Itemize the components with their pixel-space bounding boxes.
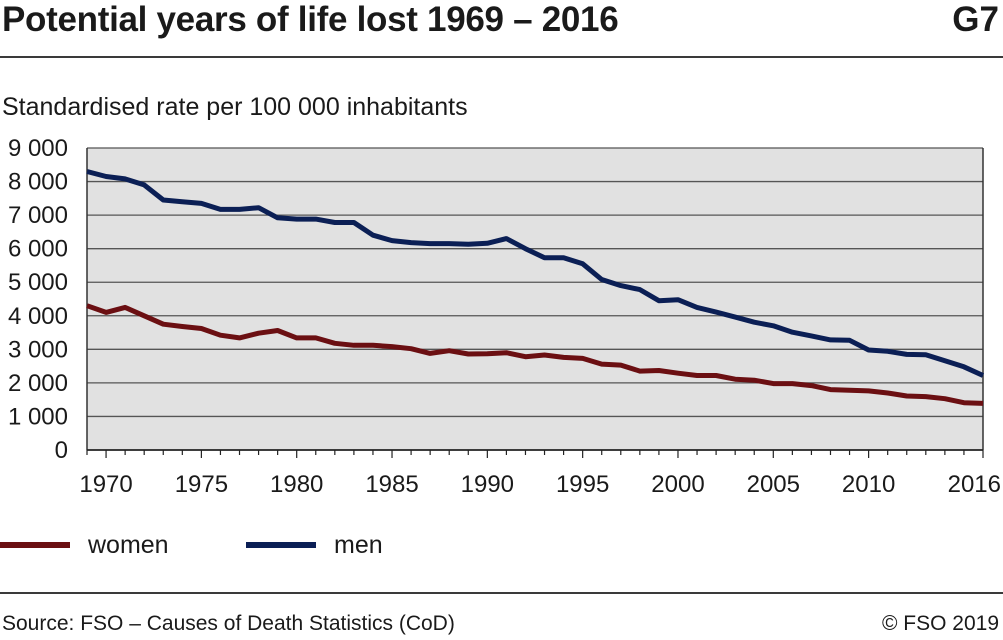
top-rule (0, 56, 1003, 58)
y-tick-label: 2 000 (8, 370, 68, 397)
y-tick-label: 5 000 (8, 269, 68, 296)
source-note: Source: FSO – Causes of Death Statistics… (2, 612, 455, 635)
chart-title: Potential years of life lost 1969 – 2016 (2, 0, 619, 39)
legend-item-women: women (0, 527, 169, 563)
y-tick-label: 3 000 (8, 336, 68, 363)
x-tick-label: 1990 (461, 471, 514, 498)
legend-item-men: men (246, 527, 383, 563)
x-tick-label: 1985 (365, 471, 418, 498)
y-axis-subtitle: Standardised rate per 100 000 inhabitant… (2, 93, 468, 121)
x-tick-label: 2016 (948, 471, 1001, 498)
x-tick-label: 1970 (79, 471, 132, 498)
legend-label-men: men (334, 530, 383, 559)
line-chart: 0 1 000 2 000 3 000 4 000 5 000 6 000 7 000 8 00… (8, 135, 1001, 498)
y-tick-label: 7 000 (8, 202, 68, 229)
y-tick-label: 9 000 (8, 135, 68, 162)
bottom-rule (0, 592, 1003, 594)
x-tick-label: 2000 (651, 471, 704, 498)
x-tick-label: 2010 (842, 471, 895, 498)
y-tick-label: 8 000 (8, 169, 68, 196)
y-axis-ticks: 0 1 000 2 000 3 000 4 000 5 000 6 000 7 000 8 00… (8, 135, 68, 464)
y-tick-label: 6 000 (8, 236, 68, 263)
chart-id: G7 (952, 0, 999, 39)
legend: women men (0, 527, 600, 563)
y-tick-label: 4 000 (8, 303, 68, 330)
x-axis-ticks: 1970 1975 1980 1985 1990 1995 2000 2005 2010 2016 (79, 450, 1001, 498)
y-tick-label: 0 (55, 437, 68, 464)
y-tick-label: 1 000 (8, 403, 68, 430)
series-lines (86, 169, 985, 406)
legend-label-women: women (88, 530, 169, 559)
x-tick-label: 1995 (556, 471, 609, 498)
gridlines (86, 147, 984, 451)
series-line-men (86, 169, 985, 378)
plot-area (87, 148, 983, 450)
x-tick-label: 1980 (270, 471, 323, 498)
copyright-note: © FSO 2019 (881, 612, 999, 635)
x-tick-label: 2005 (747, 471, 800, 498)
series-line-women (86, 303, 984, 406)
legend-swatch-men (246, 542, 316, 548)
legend-swatch-women (0, 542, 70, 548)
x-tick-label: 1975 (175, 471, 228, 498)
